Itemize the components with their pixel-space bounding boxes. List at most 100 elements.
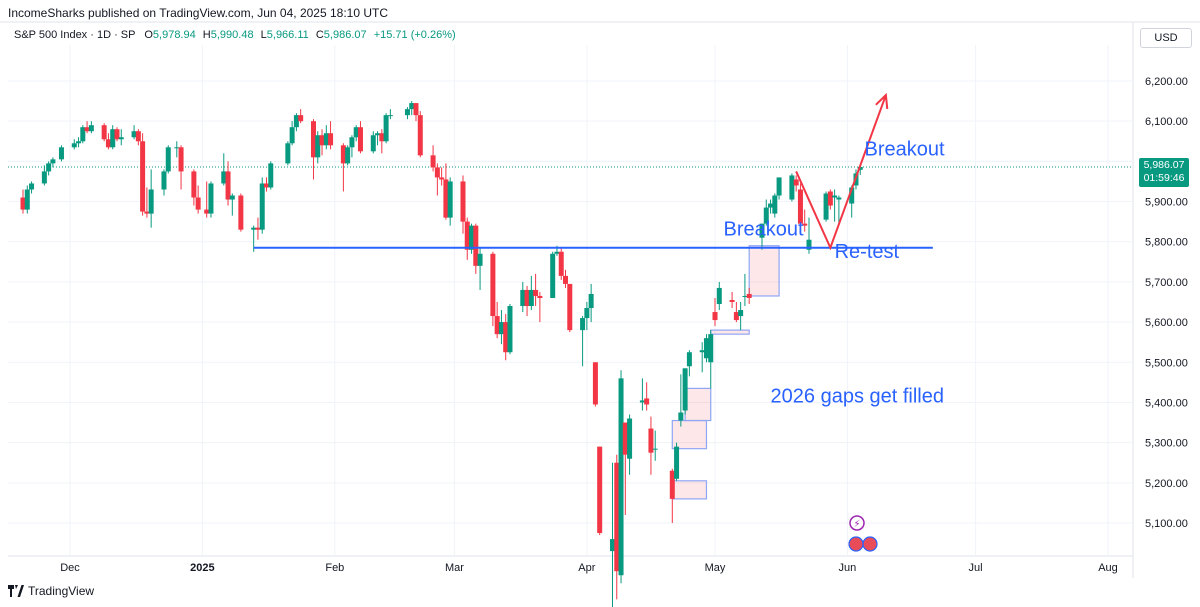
x-tick-label: Feb <box>325 562 344 574</box>
y-tick-label: 5,400.00 <box>1145 397 1188 409</box>
candle-body <box>413 103 419 116</box>
x-tick-label: Dec <box>60 562 80 574</box>
candle-body <box>204 209 210 214</box>
candle-body <box>255 227 261 230</box>
candle-body <box>507 306 513 353</box>
candle-body <box>29 183 35 190</box>
candle-body <box>161 171 167 190</box>
ohlc-high-label: H <box>202 29 211 41</box>
candle-body <box>703 338 709 359</box>
candle-body <box>144 211 150 214</box>
candle-body <box>76 141 82 144</box>
candle-body <box>409 103 415 110</box>
lightning-icon: ⚡ <box>853 519 860 530</box>
candle-body <box>477 253 483 266</box>
price-axis: 6,200.006,100.006,000.005,900.005,800.00… <box>1145 76 1188 530</box>
us-flag-icon[interactable] <box>848 536 864 552</box>
x-tick-label: Jul <box>969 562 983 574</box>
candle-body <box>251 227 257 230</box>
annotation-text: Breakout <box>724 219 804 241</box>
candle-body <box>323 133 329 146</box>
candle-body <box>580 318 586 331</box>
candle-body <box>165 147 171 172</box>
x-tick-label: May <box>705 562 726 574</box>
candle-body <box>776 177 782 196</box>
footer-branding[interactable]: TradingView <box>8 584 94 598</box>
candle-body <box>387 115 393 117</box>
y-tick-label: 5,800.00 <box>1145 237 1188 249</box>
candle-body <box>195 197 201 210</box>
candle-body <box>597 446 603 534</box>
candle-body <box>738 310 744 317</box>
candle-body <box>464 221 470 250</box>
candle-body <box>806 239 812 250</box>
candle-body <box>588 293 594 309</box>
candle-body <box>447 181 453 218</box>
us-flag-icon[interactable] <box>862 536 878 552</box>
candle-body <box>293 115 299 128</box>
annotation-text: 2026 gaps get filled <box>771 385 944 407</box>
candle-body <box>746 293 752 298</box>
candle-body <box>140 141 146 212</box>
candle-body <box>353 127 359 138</box>
candle-body <box>328 133 334 146</box>
tradingview-brand: TradingView <box>28 584 95 598</box>
candle-body <box>357 127 363 152</box>
candle-body <box>135 131 141 142</box>
candle-body <box>849 187 855 204</box>
candle-body <box>105 139 111 148</box>
currency-selector[interactable]: USD <box>1140 28 1192 48</box>
dividend-event-icon[interactable] <box>849 515 865 531</box>
y-tick-label: 5,300.00 <box>1145 438 1188 450</box>
candle-body <box>759 223 765 238</box>
candle-body <box>80 127 86 142</box>
candle-body <box>460 181 466 222</box>
candle-body <box>110 129 116 148</box>
symbol-ohlc-legend: S&P 500 Index · 1D · SP O5,978.94 H5,990… <box>14 29 456 41</box>
candle-body <box>221 171 227 184</box>
symbol-name[interactable]: S&P 500 Index · 1D · SP <box>14 29 136 41</box>
candle-body <box>434 167 440 178</box>
y-tick-label: 5,200.00 <box>1145 478 1188 490</box>
candle-body <box>699 350 705 353</box>
breakout-arrow-path[interactable] <box>795 94 887 251</box>
candle-body <box>669 470 675 499</box>
candle-body <box>823 193 829 220</box>
candle-body <box>41 171 47 184</box>
candle-body <box>678 412 684 421</box>
candle-body <box>567 283 573 331</box>
candle-body <box>285 143 291 164</box>
candle-body <box>648 428 654 453</box>
candle-body <box>618 378 624 576</box>
candle-body <box>238 195 244 230</box>
candle-body <box>494 316 500 335</box>
candle-body <box>315 135 321 158</box>
time-axis: Dec 2025 Feb Mar Apr May Jun Jul Aug <box>60 562 1118 574</box>
x-tick-label: Apr <box>578 562 595 574</box>
candle-body <box>84 127 90 132</box>
candle-body <box>716 287 722 305</box>
candle-body <box>712 312 718 321</box>
candle-body <box>229 195 235 200</box>
publisher-caption: IncomeSharks published on TradingView.co… <box>8 6 389 20</box>
candle-body <box>430 155 436 168</box>
candle-body <box>520 289 526 307</box>
candle-body <box>88 125 94 132</box>
price-change: +15.71 (+0.26%) <box>373 29 456 41</box>
candle-body <box>554 251 560 254</box>
candle-body <box>71 143 77 148</box>
candle-body <box>178 147 184 172</box>
candle-body <box>174 147 180 149</box>
gap-box <box>671 480 708 500</box>
arrow-head <box>875 92 889 110</box>
candle-body <box>592 362 598 405</box>
candle-body <box>789 175 795 200</box>
candle-body <box>375 133 381 136</box>
candle-body <box>46 163 52 172</box>
candle-body <box>349 137 355 148</box>
candle-body <box>686 352 692 367</box>
annotation-text: Breakout <box>865 138 945 160</box>
candle-body <box>742 295 748 297</box>
candle-body <box>310 121 316 158</box>
